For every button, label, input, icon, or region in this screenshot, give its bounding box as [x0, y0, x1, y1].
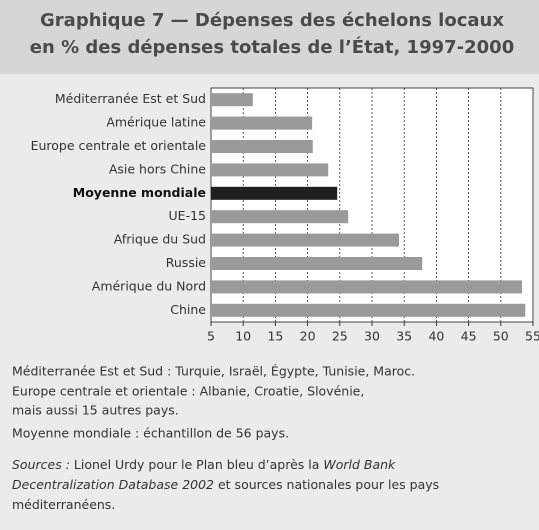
source-text: World Bank [323, 457, 396, 472]
note: mais aussi 15 autres pays. [12, 403, 179, 418]
y-tick-label: UE-15 [169, 208, 206, 223]
bar [211, 257, 423, 270]
source-line: méditerranéens. [12, 497, 115, 512]
x-tick-label: 35 [396, 329, 412, 344]
bar [211, 93, 253, 107]
source-text: méditerranéens. [12, 497, 115, 512]
y-tick-label: Amérique du Nord [92, 278, 206, 293]
y-tick-label: Amérique latine [106, 115, 206, 130]
y-tick-label: Méditerranée Est et Sud [55, 91, 206, 106]
bar [211, 163, 329, 177]
source-line: Sources : Lionel Urdy pour le Plan bleu … [12, 457, 396, 472]
bar [211, 303, 526, 317]
y-tick-label: Russie [166, 255, 207, 270]
source-text: Decentralization Database 2002 [12, 477, 214, 492]
y-tick-label: Afrique du Sud [114, 232, 206, 247]
x-tick-label: 50 [493, 329, 509, 344]
y-tick-label: Europe centrale et orientale [31, 138, 207, 153]
bar [211, 140, 313, 153]
x-tick-label: 30 [364, 329, 380, 344]
x-tick-label: 15 [267, 329, 283, 344]
bar [211, 116, 313, 130]
y-tick-label: Chine [170, 302, 206, 317]
note: Méditerranée Est et Sud : Turquie, Israë… [12, 364, 415, 379]
x-tick-label: 40 [428, 329, 444, 344]
chart-title: Graphique 7 — Dépenses des échelons loca… [40, 10, 504, 31]
bar [211, 186, 338, 200]
source-text: Lionel Urdy pour le Plan bleu d’après la [70, 457, 323, 472]
x-tick-label: 45 [461, 329, 477, 344]
x-tick-label: 55 [525, 329, 539, 344]
source-text: Sources : [12, 457, 70, 472]
bar [211, 233, 400, 247]
note: Europe centrale et orientale : Albanie, … [12, 384, 364, 399]
header-band [0, 0, 539, 74]
y-tick-label: Asie hors Chine [109, 161, 206, 176]
bar [211, 210, 349, 224]
x-tick-label: 20 [300, 329, 316, 344]
x-tick-label: 10 [235, 329, 251, 344]
note: Moyenne mondiale : échantillon de 56 pay… [12, 426, 289, 441]
source-text: et sources nationales pour les pays [214, 477, 439, 492]
x-tick-label: 5 [207, 329, 215, 344]
x-tick-label: 25 [332, 329, 348, 344]
source-line: Decentralization Database 2002 et source… [12, 477, 439, 492]
chart-title: en % des dépenses totales de l’État, 199… [30, 36, 514, 58]
y-tick-label: Moyenne mondiale [73, 185, 206, 200]
bar [211, 280, 523, 294]
